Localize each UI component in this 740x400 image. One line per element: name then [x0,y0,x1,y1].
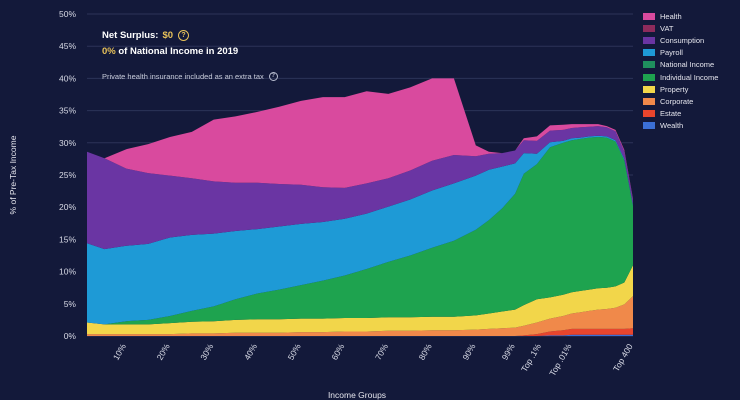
y-tick-label: 20% [59,202,76,212]
legend-label: National Income [660,60,715,70]
legend-label: Wealth [660,121,684,131]
legend-swatch [643,73,655,81]
x-tick-label: 70% [373,342,390,362]
x-tick-label: Top .1% [519,342,543,374]
x-tick-label: 60% [329,342,346,362]
legend-item[interactable]: Wealth [643,120,738,132]
legend: Health VAT Consumption Payroll National Inco… [643,10,738,132]
x-tick-label: 40% [242,342,259,362]
y-tick-label: 45% [59,41,76,51]
legend-item[interactable]: Health [643,10,738,22]
y-tick-label: 35% [59,106,76,116]
legend-item[interactable]: Corporate [643,95,738,107]
legend-item[interactable]: Payroll [643,47,738,59]
legend-label: Property [660,84,689,94]
x-tick-label: 90% [460,342,477,362]
y-tick-label: 5% [64,299,77,309]
y-tick-label: 50% [59,9,76,19]
y-tick-label: 40% [59,73,76,83]
y-axis-label: % of Pre-Tax Income [8,135,18,215]
legend-label: VAT [660,23,674,33]
series-property [87,265,633,335]
legend-item[interactable]: National Income [643,59,738,71]
x-axis-label: Income Groups [327,390,387,400]
x-tick-label: 50% [286,342,303,362]
health-insurance-note: Private health insurance included as an … [102,72,278,81]
legend-item[interactable]: Consumption [643,34,738,46]
area-layer [87,78,633,336]
legend-swatch [643,97,655,105]
y-tick-label: 30% [59,138,76,148]
legend-swatch [643,12,655,20]
legend-swatch [643,49,655,57]
summary-overlay: Net Surplus: $0 ? 0% of National Income … [102,28,278,81]
net-surplus-label: Net Surplus: [102,29,159,41]
national-income-share: 0% of National Income in 2019 [102,46,278,60]
x-axis-ticks: 10% 20% 30% 40% 50% 60% 70% 80% 90% 99% Top .1% Top… [111,342,635,378]
x-tick-label: 99% [500,342,517,362]
series-estate [87,328,633,336]
income-share-text: of National Income in 2019 [118,46,239,57]
y-tick-label: 15% [59,234,76,244]
legend-label: Consumption [660,35,705,45]
legend-label: Payroll [660,48,683,58]
legend-item[interactable]: Property [643,83,738,95]
y-axis-ticks: 0% 5% 10% 15% 20% 25% 30% 35% 40% 45% 50% [59,9,76,341]
net-surplus-value: $0 [162,29,174,41]
legend-label: Individual Income [660,72,719,82]
legend-label: Estate [660,109,682,119]
x-tick-label: 80% [417,342,434,362]
legend-label: Health [660,11,682,21]
x-tick-label: 20% [155,342,172,362]
legend-swatch [643,85,655,93]
note-text: Private health insurance included as an … [102,72,264,81]
legend-item[interactable]: Individual Income [643,71,738,83]
series-individual-income [87,137,633,325]
x-tick-label: Top 400 [611,342,635,373]
legend-swatch [643,122,655,130]
y-tick-label: 10% [59,267,76,277]
x-tick-label: 10% [111,342,128,362]
y-tick-label: 25% [59,170,76,180]
legend-swatch [643,61,655,69]
y-tick-label: 0% [64,331,77,341]
legend-swatch [643,24,655,32]
x-tick-label: 30% [198,342,215,362]
legend-swatch [643,110,655,118]
series-health [87,78,633,200]
legend-item[interactable]: Estate [643,108,738,120]
series-payroll [87,135,633,325]
legend-swatch [643,36,655,44]
income-share-value: 0% [102,46,116,57]
legend-item[interactable]: VAT [643,22,738,34]
legend-label: Corporate [660,96,694,106]
net-surplus: Net Surplus: $0 ? [102,28,278,42]
help-icon[interactable]: ? [178,29,190,41]
series-consumption [87,126,633,250]
note-help-icon[interactable]: ? [268,72,278,81]
series-wealth [87,334,633,336]
x-tick-label: Top .01% [547,342,574,378]
